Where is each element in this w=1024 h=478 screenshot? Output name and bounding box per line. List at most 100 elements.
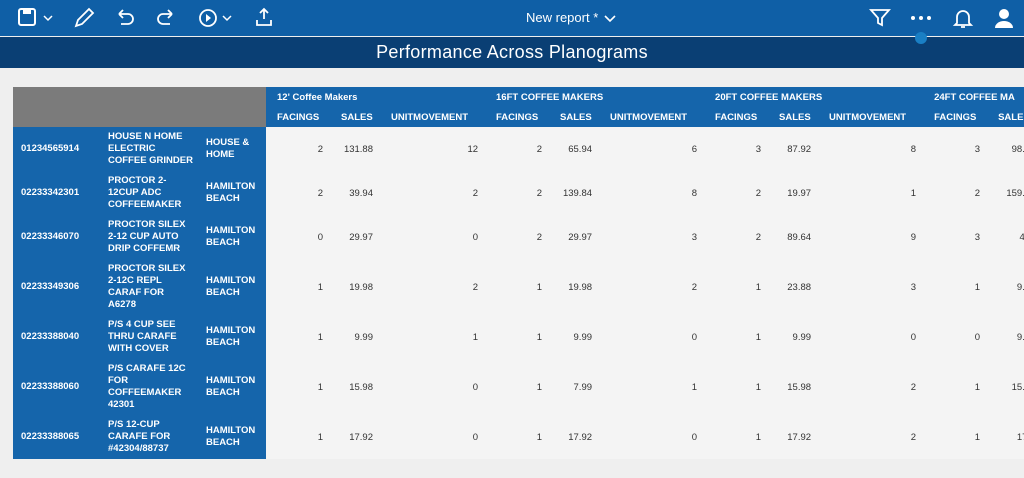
- table-row: 02233349306 PROCTOR SILEX 2-12C REPL CARA…: [13, 259, 1024, 315]
- brand: HAMILTON BEACH: [198, 171, 266, 215]
- metric-cell: 12: [380, 127, 486, 171]
- column-header: SALES: [768, 107, 819, 127]
- brand: HAMILTON BEACH: [198, 359, 266, 415]
- metric-cell: 3: [599, 215, 705, 259]
- save-button[interactable]: [16, 6, 56, 30]
- metric-cell: 1: [266, 415, 330, 459]
- table-body: 01234565914 HOUSE N HOME ELECTRIC COFFEE …: [13, 127, 1024, 459]
- group-header: 12' Coffee Makers: [266, 87, 486, 107]
- metric-cell: 1: [266, 315, 330, 359]
- metric-cell: 2: [266, 171, 330, 215]
- edit-button[interactable]: [72, 6, 96, 30]
- item-id: 01234565914: [13, 127, 100, 171]
- corner-cell: [13, 87, 266, 127]
- metric-cell: 1: [704, 359, 769, 415]
- column-header: FACINGS: [485, 107, 550, 127]
- metric-cell: 23.88: [768, 259, 819, 315]
- metric-cell: 1: [380, 315, 486, 359]
- metric-cell: 131.88: [330, 127, 380, 171]
- metric-cell: 3: [923, 215, 988, 259]
- metric-cell: 29.97: [330, 215, 380, 259]
- group-header: 16FT COFFEE MAKERS: [485, 87, 705, 107]
- item-id: 02233388060: [13, 359, 100, 415]
- metric-cell: 9: [818, 215, 924, 259]
- metric-cell: 19.98: [549, 259, 600, 315]
- table-row: 01234565914 HOUSE N HOME ELECTRIC COFFEE …: [13, 127, 1024, 171]
- metric-cell: 0: [923, 315, 988, 359]
- group-header-row: 12' Coffee Makers 16FT COFFEE MAKERS 20FT …: [13, 87, 1024, 127]
- table-header: 12' Coffee Makers 16FT COFFEE MAKERS 20FT …: [13, 87, 1024, 127]
- notifications-button[interactable]: [951, 6, 975, 30]
- metric-cell: 2: [380, 171, 486, 215]
- play-button[interactable]: [196, 6, 238, 30]
- metric-cell: 49: [987, 215, 1024, 259]
- table-row: 02233342301 PROCTOR 2-12CUP ADC COFFEEMAK…: [13, 171, 1024, 215]
- redo-button[interactable]: [154, 6, 178, 30]
- metric-cell: 2: [704, 215, 769, 259]
- metric-cell: 3: [923, 127, 988, 171]
- metric-cell: 2: [266, 127, 330, 171]
- metric-cell: 0: [380, 359, 486, 415]
- column-header: FACINGS: [266, 107, 330, 127]
- metric-cell: 19.97: [768, 171, 819, 215]
- table-row: 02233388040 P/S 4 CUP SEE THRU CARAFE WIT…: [13, 315, 1024, 359]
- metric-cell: 17.92: [330, 415, 380, 459]
- metric-cell: 9.9: [987, 259, 1024, 315]
- report-menu[interactable]: [602, 6, 618, 30]
- brand: HAMILTON BEACH: [198, 415, 266, 459]
- item-id: 02233349306: [13, 259, 100, 315]
- item-description: P/S 12-CUP CARAFE FOR #42304/88737: [100, 415, 198, 459]
- brand: HAMILTON BEACH: [198, 259, 266, 315]
- filter-button[interactable]: [868, 6, 892, 30]
- metric-cell: 7.99: [549, 359, 600, 415]
- metric-cell: 1: [818, 171, 924, 215]
- brand: HAMILTON BEACH: [198, 315, 266, 359]
- report-title: Performance Across Planograms: [0, 37, 1024, 68]
- item-description: P/S CARAFE 12C FOR COFFEEMAKER 42301: [100, 359, 198, 415]
- more-button[interactable]: [908, 6, 934, 30]
- metric-cell: 0: [380, 215, 486, 259]
- metric-cell: 139.84: [549, 171, 600, 215]
- metric-cell: 2: [485, 215, 550, 259]
- metric-cell: 6: [599, 127, 705, 171]
- metric-cell: 2: [485, 127, 550, 171]
- metric-cell: 17.92: [549, 415, 600, 459]
- metric-cell: 2: [485, 171, 550, 215]
- undo-button[interactable]: [113, 6, 137, 30]
- column-header: FACINGS: [923, 107, 988, 127]
- table-container: 12' Coffee Makers 16FT COFFEE MAKERS 20FT …: [13, 87, 1024, 478]
- report-name[interactable]: New report *: [526, 10, 599, 25]
- metric-cell: 9.99: [549, 315, 600, 359]
- metric-cell: 17.: [987, 415, 1024, 459]
- user-button[interactable]: [992, 6, 1016, 30]
- metric-cell: 65.94: [549, 127, 600, 171]
- metric-cell: 29.97: [549, 215, 600, 259]
- metric-cell: 0: [380, 415, 486, 459]
- item-description: PROCTOR SILEX 2-12 CUP AUTO DRIP COFFEMR: [100, 215, 198, 259]
- metric-cell: 17.92: [768, 415, 819, 459]
- metric-cell: 89.64: [768, 215, 819, 259]
- column-header: UNITMOVEMENT: [599, 107, 705, 127]
- item-description: PROCTOR 2-12CUP ADC COFFEEMAKER: [100, 171, 198, 215]
- table-row: 02233346070 PROCTOR SILEX 2-12 CUP AUTO D…: [13, 215, 1024, 259]
- item-id: 02233342301: [13, 171, 100, 215]
- metric-cell: 8: [818, 127, 924, 171]
- metric-cell: 98.9: [987, 127, 1024, 171]
- metric-cell: 39.94: [330, 171, 380, 215]
- column-header: SALES: [330, 107, 380, 127]
- metric-cell: 1: [485, 415, 550, 459]
- metric-cell: 9.99: [330, 315, 380, 359]
- metric-cell: 3: [818, 259, 924, 315]
- metric-cell: 0: [599, 415, 705, 459]
- item-id: 02233346070: [13, 215, 100, 259]
- column-header-row: FACINGS SALES UNITMOVEMENT FACINGS SALES UNIT…: [13, 107, 1024, 127]
- column-header: UNITMOVEMENT: [380, 107, 486, 127]
- item-description: PROCTOR SILEX 2-12C REPL CARAF FOR A6278: [100, 259, 198, 315]
- export-button[interactable]: [252, 6, 276, 30]
- status-dot: [915, 32, 927, 44]
- item-description: P/S 4 CUP SEE THRU CARAFE WITH COVER: [100, 315, 198, 359]
- metric-cell: 1: [923, 259, 988, 315]
- metric-cell: 1: [923, 415, 988, 459]
- metric-cell: 19.98: [330, 259, 380, 315]
- metric-cell: 1: [485, 359, 550, 415]
